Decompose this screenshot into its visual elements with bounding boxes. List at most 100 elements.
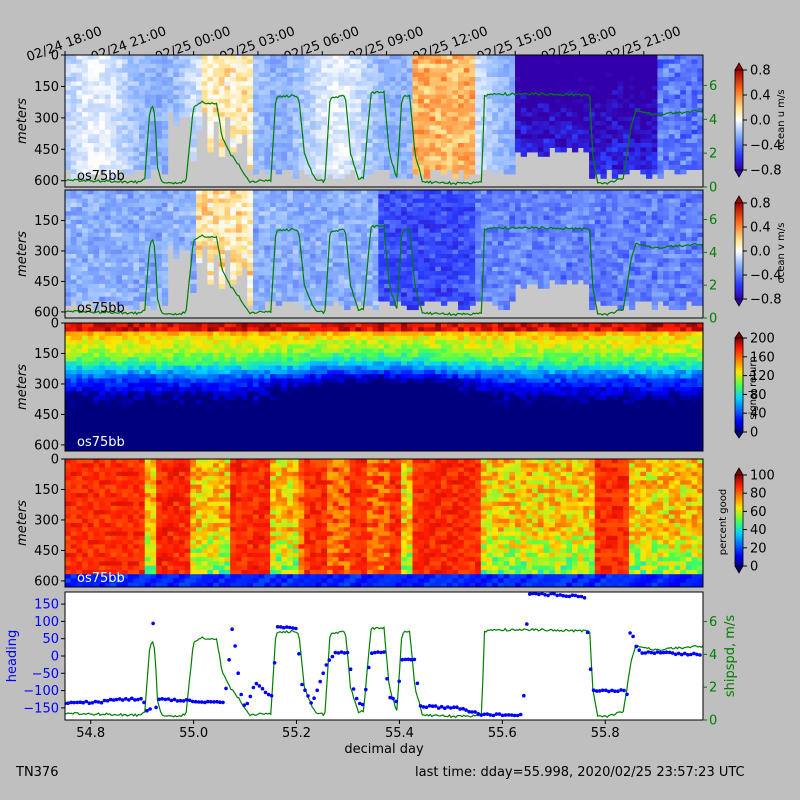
- heatmap-cell: [338, 125, 345, 131]
- heatmap-cell: [486, 116, 493, 122]
- heatmap-cell: [173, 68, 180, 74]
- heatmap-cell: [224, 99, 231, 104]
- heatmap-cell: [657, 81, 664, 87]
- heatmap-cell: [623, 169, 630, 175]
- heatmap-cell: [452, 215, 459, 221]
- heatmap-cell: [196, 55, 203, 60]
- heatmap-cell: [543, 94, 550, 100]
- heatmap-cell: [304, 198, 311, 204]
- heatmap-cell: [395, 68, 402, 74]
- heatmap-cell: [355, 68, 362, 74]
- heatmap-cell: [99, 241, 106, 247]
- heatmap-cell: [161, 125, 169, 131]
- heatmap-cell: [264, 147, 271, 153]
- heatmap-cell: [657, 165, 664, 170]
- heatmap-cell: [571, 129, 579, 135]
- heatmap-cell: [161, 215, 169, 221]
- heatmap-cell: [469, 121, 476, 126]
- heatmap-cell: [121, 151, 129, 157]
- heatmap-cell: [315, 292, 322, 298]
- heatmap-cell: [372, 99, 379, 104]
- heatmap-cell: [651, 121, 659, 126]
- heatmap-cell: [304, 63, 311, 69]
- heatmap-cell: [435, 116, 442, 122]
- heatmap-cell: [65, 254, 72, 259]
- heatmap-cell: [412, 147, 419, 153]
- heatmap-cell: [127, 160, 134, 166]
- heatmap-cell: [435, 232, 442, 238]
- heatmap-cell: [412, 121, 419, 126]
- heatmap-cell: [173, 249, 180, 255]
- heatmap-cell: [116, 228, 123, 234]
- heatmap-cell: [543, 241, 550, 247]
- heatmap-cell: [452, 279, 459, 285]
- heatmap-cell: [121, 271, 129, 276]
- heatmap-cell: [287, 296, 294, 302]
- heatmap-cell: [338, 228, 345, 234]
- heatmap-cell: [167, 68, 174, 74]
- heatmap-cell: [309, 241, 317, 247]
- heatmap-cell: [389, 85, 396, 91]
- heatmap-cell: [304, 116, 311, 122]
- heatmap-cell: [70, 245, 77, 251]
- heatmap-cell: [110, 198, 117, 204]
- heatmap-cell: [161, 81, 169, 87]
- heatmap-cell: [509, 232, 516, 238]
- heatmap-cell: [156, 219, 163, 225]
- heatmap-cell: [327, 241, 334, 247]
- heatmap-cell: [110, 156, 117, 162]
- heatmap-cell: [349, 207, 357, 212]
- heatmap-cell: [634, 85, 641, 91]
- heatmap-cell: [458, 147, 465, 153]
- heatmap-cell: [429, 296, 436, 302]
- heatmap-cell: [93, 211, 100, 217]
- heatmap-cell: [218, 249, 226, 255]
- heatmap-cell: [674, 90, 681, 96]
- heatmap-cell: [133, 211, 140, 217]
- heatmap-cell: [99, 160, 106, 166]
- heatmap-cell: [537, 219, 545, 225]
- heatmap-cell: [389, 165, 396, 170]
- heatmap-cell: [207, 143, 214, 148]
- heatmap-cell: [646, 169, 653, 175]
- heatmap-cell: [349, 85, 357, 91]
- heatmap-cell: [235, 232, 243, 238]
- heatmap-cell: [264, 77, 271, 82]
- heatmap-cell: [429, 160, 436, 166]
- heatmap-cell: [526, 275, 533, 281]
- heatmap-cell: [554, 72, 562, 78]
- heatmap-cell: [389, 138, 396, 144]
- heatmap-cell: [213, 219, 220, 225]
- heatmap-cell: [486, 121, 493, 126]
- heatmap-cell: [252, 116, 260, 122]
- heatmap-cell: [144, 236, 152, 242]
- heatmap-cell: [395, 232, 402, 238]
- heatmap-cell: [697, 138, 703, 144]
- heatmap-cell: [623, 121, 630, 126]
- heatmap-cell: [133, 219, 140, 225]
- heatmap-cell: [651, 90, 659, 96]
- heatmap-cell: [230, 207, 237, 212]
- heatmap-cell: [480, 147, 488, 153]
- heatmap-cell: [139, 232, 146, 238]
- heatmap-cell: [161, 151, 169, 157]
- heatmap-cell: [480, 68, 488, 74]
- heatmap-cell: [292, 236, 300, 242]
- heatmap-cell: [560, 94, 567, 100]
- heatmap-cell: [167, 207, 174, 212]
- heatmap-cell: [70, 85, 77, 91]
- heatmap-cell: [543, 271, 550, 276]
- heatmap-cell: [99, 258, 106, 264]
- heatmap-cell: [104, 249, 112, 255]
- heatmap-cell: [674, 129, 681, 135]
- heatmap-cell: [218, 198, 226, 204]
- heatmap-cell: [82, 72, 89, 78]
- heatmap-cell: [378, 228, 385, 234]
- heatmap-cell: [315, 143, 322, 148]
- heatmap-cell: [384, 241, 391, 247]
- heatmap-cell: [697, 125, 703, 131]
- heatmap-cell: [178, 94, 186, 100]
- heatmap-cell: [691, 143, 698, 148]
- heatmap-cell: [401, 125, 408, 131]
- heatmap-cell: [685, 156, 693, 162]
